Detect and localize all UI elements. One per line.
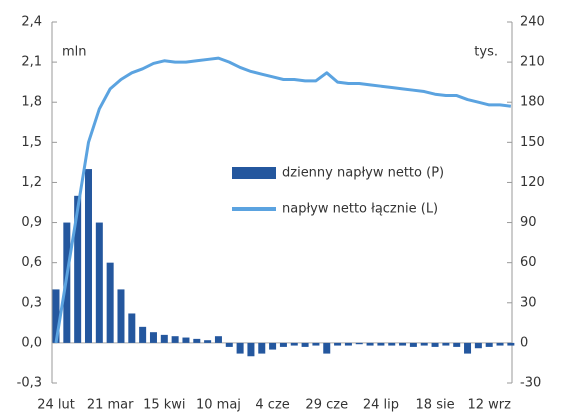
bar bbox=[128, 313, 136, 343]
bar bbox=[236, 342, 244, 354]
legend-label: napływ netto łącznie (L) bbox=[282, 202, 438, 217]
y2-tick-label: 150 bbox=[520, 135, 545, 150]
y-tick-label: 2,4 bbox=[21, 15, 42, 30]
x-tick-label: 24 lip bbox=[363, 398, 399, 413]
y2-tick-label: 60 bbox=[520, 255, 537, 270]
bar bbox=[420, 342, 428, 346]
bar bbox=[247, 342, 255, 357]
bar bbox=[355, 342, 363, 345]
bar bbox=[117, 289, 125, 343]
x-tick-label: 29 cze bbox=[305, 398, 348, 413]
bar bbox=[149, 332, 157, 343]
legend-label: dzienny napływ netto (P) bbox=[282, 166, 444, 181]
bar bbox=[171, 336, 179, 343]
bar bbox=[225, 342, 233, 347]
bar bbox=[323, 342, 331, 354]
x-tick-label: 4 cze bbox=[255, 398, 289, 413]
bar bbox=[399, 342, 407, 346]
bar bbox=[507, 342, 515, 346]
y2-tick-label: 120 bbox=[520, 175, 545, 190]
y-tick-label: 0,9 bbox=[21, 215, 42, 230]
bar bbox=[84, 169, 92, 343]
bar bbox=[485, 342, 493, 347]
bar bbox=[52, 289, 60, 343]
bar bbox=[431, 342, 439, 347]
bar bbox=[74, 195, 82, 343]
bar bbox=[139, 326, 147, 343]
bar bbox=[377, 342, 385, 346]
bar bbox=[214, 336, 222, 343]
bar bbox=[453, 342, 461, 347]
bar bbox=[334, 342, 342, 346]
y-axis-label: mln bbox=[62, 45, 87, 60]
y2-axis-label: tys. bbox=[474, 45, 498, 60]
y2-tick-label: 210 bbox=[520, 55, 545, 70]
bar bbox=[366, 342, 374, 346]
bar bbox=[301, 342, 309, 347]
y2-tick-label: 180 bbox=[520, 95, 545, 110]
y2-tick-label: 90 bbox=[520, 215, 537, 230]
bar bbox=[182, 337, 190, 343]
x-tick-label: 21 mar bbox=[87, 398, 134, 413]
y2-tick-label: 30 bbox=[520, 295, 537, 310]
y-tick-label: 0,0 bbox=[21, 335, 42, 350]
bar bbox=[290, 342, 298, 346]
y-tick-label: 1,2 bbox=[21, 175, 42, 190]
x-tick-label: 10 maj bbox=[196, 398, 241, 413]
y2-tick-label: -30 bbox=[520, 376, 541, 391]
bar bbox=[258, 342, 266, 354]
bar bbox=[279, 342, 287, 347]
bar bbox=[409, 342, 417, 347]
x-tick-label: 18 sie bbox=[416, 398, 455, 413]
y2-tick-label: 240 bbox=[520, 15, 545, 30]
bar bbox=[95, 222, 103, 343]
x-tick-label: 15 kwi bbox=[143, 398, 185, 413]
bar bbox=[160, 334, 168, 343]
y-tick-label: 0,3 bbox=[21, 295, 42, 310]
bar bbox=[388, 342, 396, 346]
y-tick-label: 2,1 bbox=[21, 55, 42, 70]
y-tick-label: -0,3 bbox=[17, 376, 42, 391]
bar bbox=[496, 342, 504, 346]
bar bbox=[193, 338, 201, 343]
bar bbox=[344, 342, 352, 346]
bar bbox=[204, 340, 212, 343]
y2-tick-label: 0 bbox=[520, 335, 528, 350]
bar bbox=[106, 262, 114, 343]
line bbox=[54, 56, 512, 344]
bar bbox=[312, 342, 320, 346]
legend-swatch bbox=[232, 167, 276, 179]
x-tick-label: 24 lut bbox=[37, 398, 75, 413]
x-tick-label: 12 wrz bbox=[467, 398, 511, 413]
bar bbox=[442, 342, 450, 346]
y-tick-label: 1,5 bbox=[21, 135, 42, 150]
y-tick-label: 0,6 bbox=[21, 255, 42, 270]
bar bbox=[474, 342, 482, 349]
y-tick-label: 1,8 bbox=[21, 95, 42, 110]
bar bbox=[269, 342, 277, 350]
bar bbox=[464, 342, 472, 354]
